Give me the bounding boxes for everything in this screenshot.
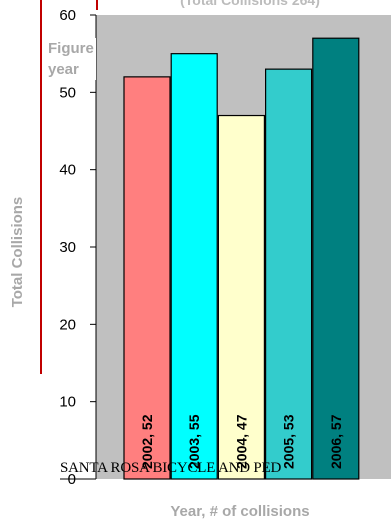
y-axis-title: Total Collisions: [9, 197, 26, 308]
y-tick-label-0: 0: [68, 471, 76, 488]
data-label-2002: 2002, 52: [139, 414, 155, 469]
y-tick-label-10: 10: [59, 394, 76, 411]
red-vertical-line: [40, 0, 42, 374]
bar-2006: [312, 37, 360, 480]
bar-2003: [170, 53, 218, 480]
data-label-2006: 2006, 57: [328, 414, 344, 469]
red-vertical-line-top: [96, 0, 98, 10]
y-tick-label-20: 20: [59, 316, 76, 333]
figure-label-line-1: Figure: [48, 40, 94, 57]
figure-label-line-2: year: [48, 61, 79, 78]
bar-2004: [217, 114, 265, 480]
figure-label: Figure year: [48, 38, 96, 80]
y-tick-label-40: 40: [59, 162, 76, 179]
bar-2005: [265, 68, 313, 480]
y-tick-label-50: 50: [59, 84, 76, 101]
y-tick-label-60: 60: [59, 7, 76, 24]
y-tick-label-30: 30: [59, 239, 76, 256]
x-axis-title: Year, # of collisions: [170, 503, 309, 520]
data-label-2005: 2005, 53: [281, 414, 297, 469]
chart-title: (Total Collisions 264): [180, 0, 320, 8]
overlay-heading: SANTA ROSA BICYCLE AND PED: [60, 460, 282, 476]
data-label-2003: 2003, 55: [186, 414, 202, 469]
bar-2002: [123, 76, 171, 480]
data-label-2004: 2004, 47: [233, 414, 249, 469]
